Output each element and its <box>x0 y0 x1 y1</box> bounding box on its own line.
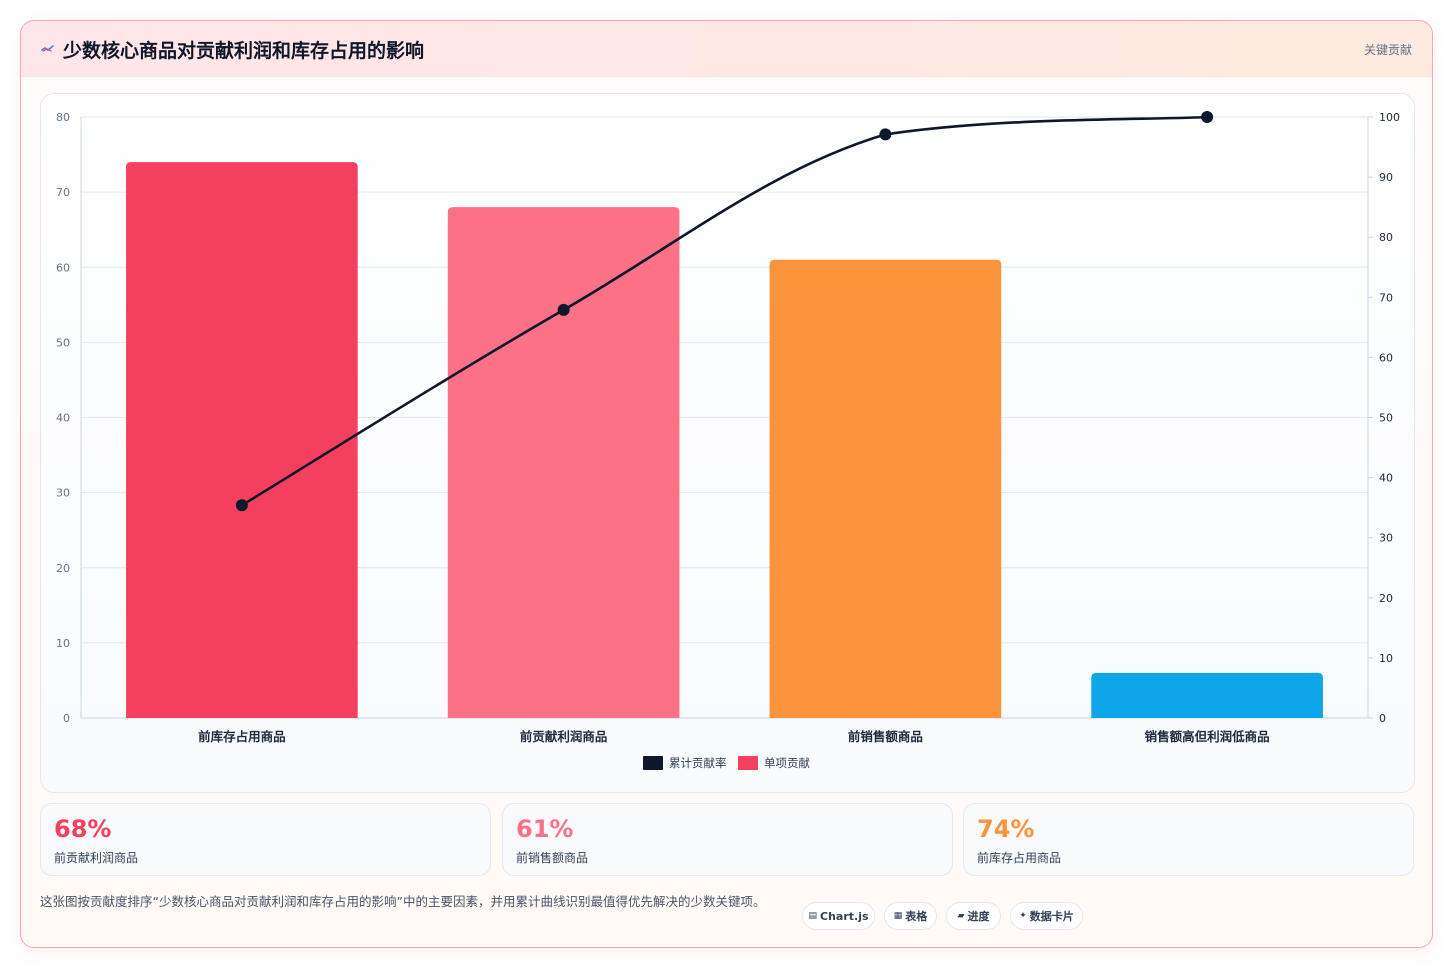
cumulative-point <box>879 128 892 141</box>
bar <box>447 207 680 718</box>
kpi-card: 74% 前库存占用商品 <box>963 803 1414 876</box>
y-tick-label-right: 60 <box>1379 351 1393 364</box>
bar <box>1091 672 1323 718</box>
legend-swatch <box>643 756 663 770</box>
x-tick-label: 前库存占用商品 <box>198 729 286 744</box>
legend-label: 累计贡献率 <box>669 756 727 770</box>
tag-label: 表格 <box>905 910 928 923</box>
header-badge: 关键贡献 <box>1363 43 1412 57</box>
x-tick-label: 前销售额商品 <box>848 729 923 744</box>
y-tick-label-left: 60 <box>56 261 70 274</box>
y-tick-label-left: 0 <box>63 712 70 725</box>
tag-progress[interactable]: ▰ 进度 <box>946 902 1001 930</box>
tag-label: 数据卡片 <box>1029 910 1074 923</box>
tag-label: Chart.js <box>820 909 869 923</box>
table-icon: ▦ <box>893 911 903 921</box>
tag-label: 进度 <box>967 910 990 923</box>
cumulative-line <box>241 115 1208 507</box>
kpi-value: 74% <box>977 815 1035 843</box>
y-tick-label-right: 80 <box>1379 231 1393 244</box>
kpi-label: 前销售额商品 <box>516 851 589 865</box>
y-tick-label-left: 80 <box>56 111 70 124</box>
y-tick-label-left: 30 <box>56 487 70 500</box>
chart-icon: ▤ <box>808 911 817 921</box>
page-title: 少数核心商品对贡献利润和库存占用的影响 <box>63 40 425 62</box>
cumulative-point <box>1201 111 1214 123</box>
sparkle-icon: ✦ <box>1019 911 1027 921</box>
y-tick-label-right: 20 <box>1379 592 1393 605</box>
pareto-chart: 0 10 20 30 40 50 60 70 80 0 10 20 30 40 50 60 70 80 90 100 前… <box>56 111 1400 770</box>
tag-chartjs[interactable]: ▤ Chart.js <box>802 902 875 930</box>
y-tick-label-right: 70 <box>1379 291 1393 304</box>
trend-icon <box>41 45 54 52</box>
bar <box>769 259 1002 718</box>
legend-label: 单项贡献 <box>764 756 810 770</box>
x-tick-label: 前贡献利润商品 <box>520 729 608 744</box>
y-tick-label-right: 100 <box>1379 111 1400 124</box>
bar <box>126 162 358 718</box>
kpi-value: 68% <box>54 815 112 843</box>
tag-data-card[interactable]: ✦ 数据卡片 <box>1010 902 1083 930</box>
y-tick-label-right: 40 <box>1379 472 1393 485</box>
cumulative-point <box>235 499 248 512</box>
tag-table[interactable]: ▦ 表格 <box>884 902 937 930</box>
y-tick-label-right: 90 <box>1379 171 1393 184</box>
y-tick-label-left: 40 <box>56 412 70 425</box>
kpi-card: 61% 前销售额商品 <box>502 803 953 876</box>
kpi-label: 前库存占用商品 <box>977 851 1062 865</box>
y-tick-label-left: 70 <box>56 186 70 199</box>
chart-panel: 0 10 20 30 40 50 60 70 80 0 10 20 30 40 50 60 70 80 90 100 前… <box>40 93 1415 793</box>
cumulative-point <box>557 303 570 316</box>
kpi-label: 前贡献利润商品 <box>54 851 139 865</box>
progress-icon: ▰ <box>957 911 965 921</box>
x-tick-label: 销售额高但利润低商品 <box>1145 729 1270 744</box>
y-tick-label-left: 10 <box>56 637 70 650</box>
chart-description: 这张图按贡献度排序“少数核心商品对贡献利润和库存占用的影响”中的主要因素，并用累… <box>40 894 766 909</box>
y-tick-label-left: 50 <box>56 336 70 349</box>
y-tick-label-right: 30 <box>1379 532 1393 545</box>
y-tick-label-left: 20 <box>56 562 70 575</box>
card-header: 少数核心商品对贡献利润和库存占用的影响 关键贡献 <box>21 21 1432 77</box>
y-tick-label-right: 50 <box>1379 412 1393 425</box>
y-tick-label-right: 10 <box>1379 652 1393 665</box>
kpi-card: 68% 前贡献利润商品 <box>40 803 491 876</box>
legend-swatch <box>738 756 758 770</box>
kpi-value: 61% <box>516 815 574 843</box>
y-tick-label-right: 0 <box>1379 712 1386 725</box>
chart-card: 少数核心商品对贡献利润和库存占用的影响 关键贡献 0 10 20 30 40 50 60 70… <box>20 20 1433 948</box>
